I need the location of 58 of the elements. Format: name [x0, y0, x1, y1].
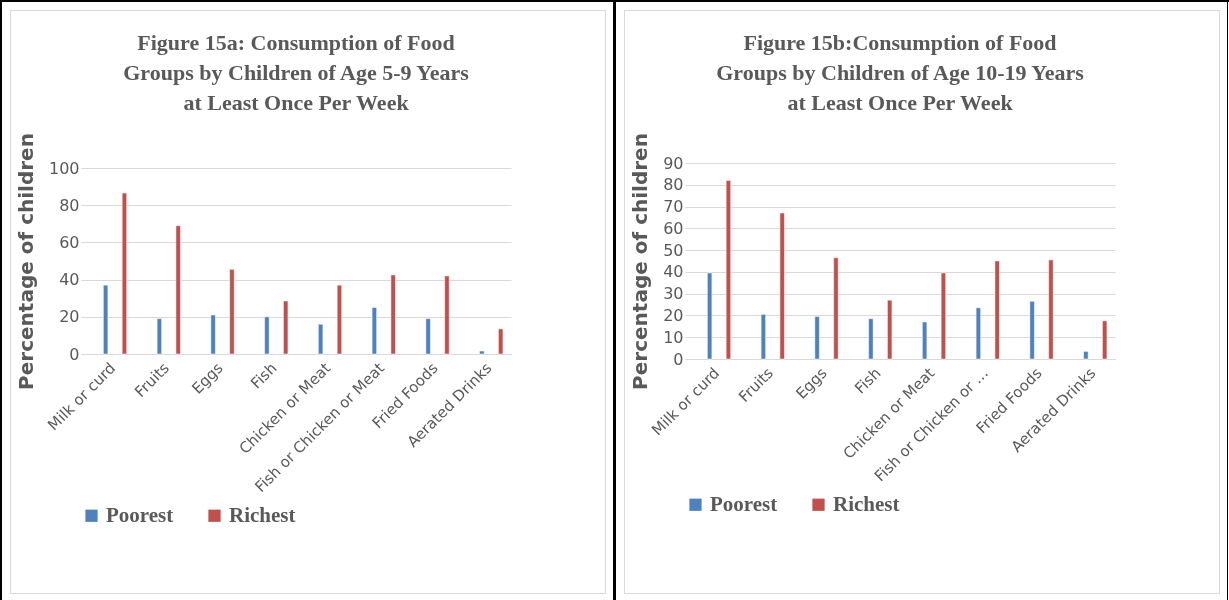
y-tick-label: 80	[663, 175, 684, 195]
bar	[336, 284, 342, 355]
bar	[318, 323, 324, 355]
legend-label: Poorest	[106, 502, 174, 527]
bar	[887, 299, 893, 360]
bar	[444, 275, 450, 355]
bar	[814, 316, 820, 360]
y-tick-label: 30	[663, 284, 684, 304]
y-tick-label: 50	[663, 240, 684, 260]
bar	[725, 180, 731, 360]
bar	[229, 269, 235, 355]
bar	[121, 192, 127, 355]
bar	[1048, 259, 1054, 360]
y-tick-label: 40	[59, 270, 80, 290]
y-tick-label: 70	[663, 197, 684, 217]
bar	[975, 307, 981, 360]
bar	[210, 314, 216, 355]
y-tick-label: 20	[59, 307, 80, 327]
y-tick-label: 60	[663, 218, 684, 238]
bar	[175, 225, 181, 355]
y-tick-label: 20	[663, 305, 684, 325]
y-tick-label: 0	[69, 344, 80, 364]
x-tick-label: Fish	[247, 359, 281, 393]
bar	[994, 260, 1000, 360]
y-tick-label: 80	[59, 195, 80, 215]
bar	[1029, 301, 1035, 360]
bar	[156, 318, 162, 355]
legend-label: Poorest	[710, 491, 778, 516]
y-tick-label: 0	[673, 349, 684, 369]
bar	[103, 284, 109, 355]
y-axis-title: Percentage of children	[628, 133, 653, 390]
bar	[940, 272, 946, 360]
chart-title: Figure 15a: Consumption of Food Groups by Children of Age 5-9 Years at Least Once Per Week	[123, 29, 470, 115]
y-tick-label: 60	[59, 232, 80, 252]
bar	[760, 314, 766, 360]
bar	[390, 274, 396, 355]
bar	[425, 318, 431, 355]
bar	[779, 212, 785, 360]
legend-label: Richest	[229, 502, 296, 527]
bar	[283, 300, 289, 355]
bar	[479, 350, 485, 355]
y-tick-label: 40	[663, 262, 684, 282]
y-tick-label: 90	[663, 153, 684, 173]
bar	[922, 321, 928, 360]
x-tick-label: Fish	[851, 364, 885, 398]
chart-title: Figure 15b:Consumption of Food Groups by Children of Age 10-19 Years at Least Once Per Week	[716, 29, 1085, 115]
bar	[371, 307, 377, 355]
bar	[264, 316, 270, 355]
y-axis-title: Percentage of children	[13, 133, 38, 390]
bar	[833, 257, 839, 360]
bar	[1083, 351, 1089, 360]
y-tick-label: 100	[48, 158, 80, 178]
bar	[498, 328, 504, 355]
bar	[868, 318, 874, 360]
legend-label: Richest	[833, 491, 900, 516]
bar	[1102, 320, 1108, 360]
y-tick-label: 10	[663, 327, 684, 347]
bar	[707, 272, 713, 360]
